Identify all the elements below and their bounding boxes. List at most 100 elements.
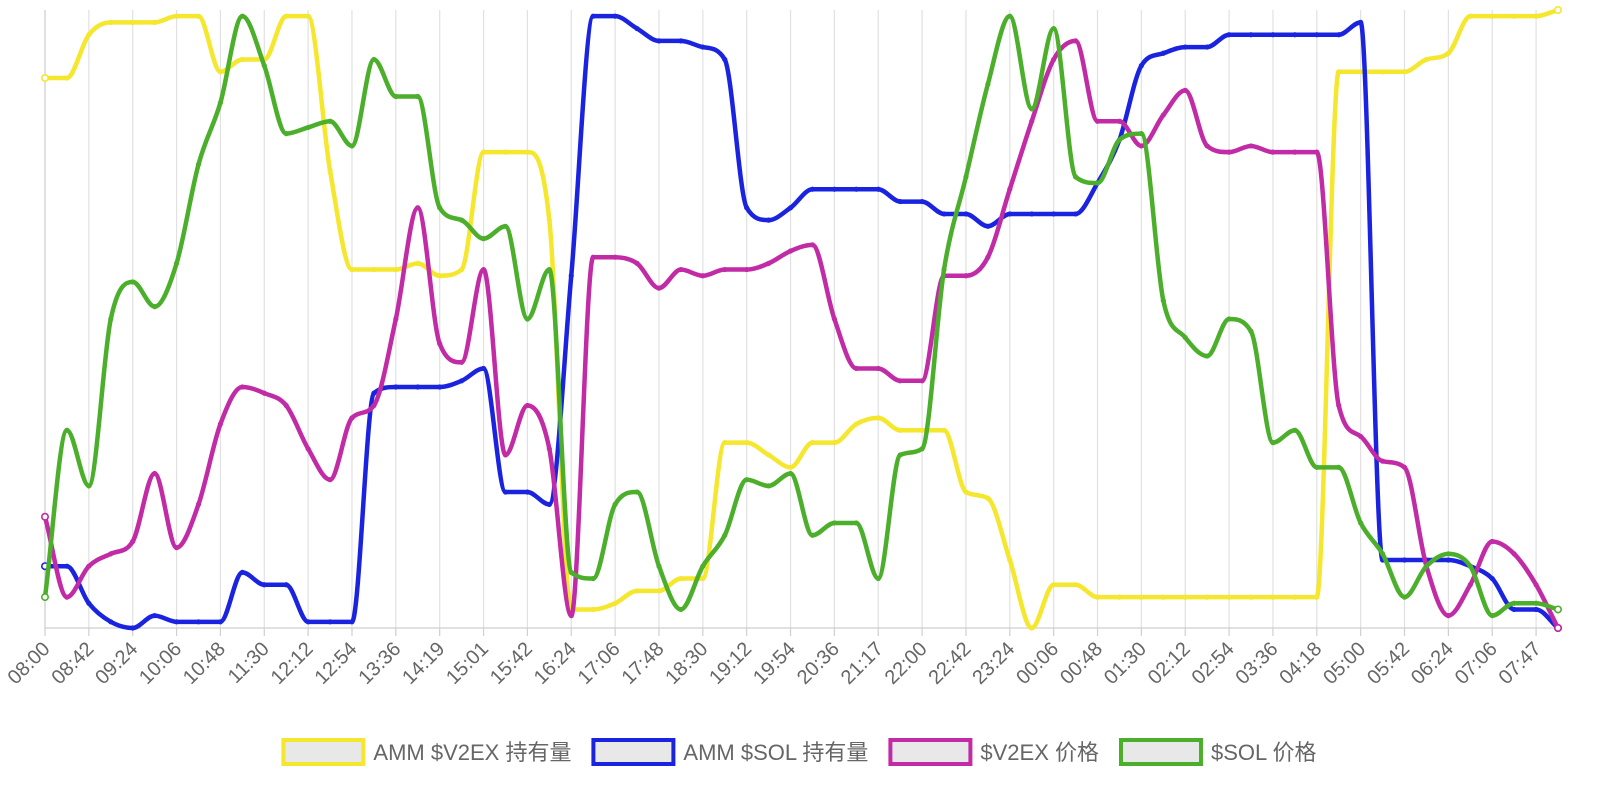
data-point[interactable] [941, 266, 947, 273]
data-point[interactable] [1445, 613, 1451, 619]
data-point[interactable] [787, 470, 794, 477]
data-point[interactable] [1511, 551, 1517, 557]
data-point[interactable] [86, 32, 92, 38]
data-point[interactable] [700, 273, 706, 279]
data-point[interactable] [1094, 594, 1101, 600]
data-point[interactable] [1116, 594, 1123, 600]
data-point[interactable] [1072, 174, 1079, 180]
data-point[interactable] [963, 174, 969, 180]
data-point[interactable] [327, 118, 333, 124]
data-point[interactable] [393, 93, 399, 100]
data-point[interactable] [700, 44, 706, 50]
data-point[interactable] [963, 489, 969, 495]
data-point[interactable] [941, 211, 947, 217]
data-point[interactable] [1467, 563, 1473, 569]
data-point[interactable] [1051, 582, 1057, 588]
data-point[interactable] [130, 19, 136, 25]
data-point[interactable] [722, 532, 728, 538]
data-point[interactable] [195, 619, 202, 625]
data-point[interactable] [1445, 551, 1451, 557]
data-point[interactable] [524, 402, 531, 409]
data-point[interactable] [744, 266, 750, 273]
data-point[interactable] [1248, 143, 1254, 149]
data-point[interactable] [1072, 582, 1079, 588]
data-point[interactable] [1336, 69, 1342, 75]
data-point[interactable] [678, 266, 684, 273]
data-point[interactable] [1029, 118, 1035, 124]
data-point[interactable] [1511, 606, 1517, 613]
data-point[interactable] [524, 316, 531, 322]
data-point[interactable] [1270, 149, 1276, 155]
data-point[interactable] [1072, 211, 1079, 217]
data-point[interactable] [305, 13, 311, 19]
data-point[interactable] [1051, 56, 1057, 63]
data-point[interactable] [634, 489, 640, 495]
data-point[interactable] [853, 520, 859, 526]
data-point[interactable] [502, 452, 509, 458]
data-point[interactable] [1314, 149, 1320, 155]
data-point[interactable] [349, 619, 355, 625]
data-point[interactable] [985, 223, 991, 229]
data-point[interactable] [152, 613, 158, 619]
data-point[interactable] [1445, 50, 1451, 56]
data-point[interactable] [195, 13, 202, 19]
data-point[interactable] [1204, 143, 1210, 149]
data-point[interactable] [1554, 623, 1563, 632]
data-point[interactable] [612, 501, 618, 507]
data-point[interactable] [875, 575, 881, 582]
data-point[interactable] [1489, 538, 1495, 545]
data-point[interactable] [1533, 600, 1539, 606]
data-point[interactable] [1533, 606, 1539, 613]
data-point[interactable] [678, 575, 684, 582]
data-point[interactable] [568, 273, 574, 279]
data-point[interactable] [130, 538, 136, 545]
data-point[interactable] [787, 464, 794, 470]
data-point[interactable] [40, 73, 49, 82]
data-point[interactable] [1007, 557, 1013, 563]
data-point[interactable] [437, 205, 443, 211]
legend-item[interactable]: $SOL 价格 [1119, 738, 1317, 766]
data-point[interactable] [305, 619, 311, 625]
data-point[interactable] [1489, 13, 1495, 19]
data-point[interactable] [809, 532, 816, 538]
data-point[interactable] [349, 143, 355, 149]
data-point[interactable] [700, 575, 706, 582]
data-point[interactable] [700, 563, 706, 569]
data-point[interactable] [40, 512, 49, 521]
data-point[interactable] [1248, 32, 1254, 38]
data-point[interactable] [744, 205, 750, 211]
data-point[interactable] [568, 613, 574, 619]
data-point[interactable] [1138, 143, 1144, 149]
data-point[interactable] [590, 606, 596, 613]
data-point[interactable] [217, 100, 224, 106]
data-point[interactable] [173, 619, 180, 625]
data-point[interactable] [393, 266, 399, 273]
data-point[interactable] [1270, 594, 1276, 600]
data-point[interactable] [568, 569, 574, 575]
data-point[interactable] [86, 563, 92, 569]
data-point[interactable] [963, 273, 969, 279]
data-point[interactable] [130, 625, 136, 631]
data-point[interactable] [217, 69, 224, 75]
data-point[interactable] [1533, 13, 1539, 19]
data-point[interactable] [1160, 112, 1166, 118]
data-point[interactable] [1051, 25, 1057, 32]
data-point[interactable] [283, 402, 289, 409]
data-point[interactable] [1554, 6, 1563, 15]
data-point[interactable] [634, 260, 640, 266]
data-point[interactable] [64, 563, 70, 569]
data-point[interactable] [305, 124, 311, 131]
data-point[interactable] [173, 260, 180, 266]
data-point[interactable] [590, 254, 596, 260]
data-point[interactable] [195, 161, 202, 168]
data-point[interactable] [283, 582, 289, 588]
data-point[interactable] [1314, 464, 1320, 470]
data-point[interactable] [1467, 582, 1473, 588]
data-point[interactable] [963, 211, 969, 217]
data-point[interactable] [327, 168, 333, 174]
data-point[interactable] [524, 149, 531, 155]
data-point[interactable] [1379, 69, 1386, 75]
data-point[interactable] [64, 594, 70, 600]
data-point[interactable] [1270, 32, 1276, 38]
data-point[interactable] [1511, 13, 1517, 19]
